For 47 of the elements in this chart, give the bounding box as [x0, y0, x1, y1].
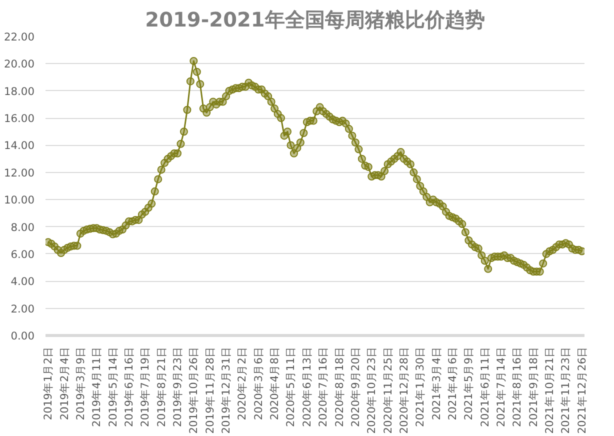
x-tick-label: 2019年6月16日: [122, 346, 136, 427]
x-tick-label: 2021年1月30日: [414, 346, 427, 427]
x-tick-label: 2019年5月14日: [106, 346, 120, 427]
y-tick-label: 4.00: [10, 275, 35, 288]
x-tick-label: 2019年10月26日: [187, 346, 200, 434]
x-tick-label: 2021年7月14日: [494, 346, 508, 427]
x-tick-label: 2020年2月2日: [236, 346, 249, 420]
y-tick-label: 20.00: [4, 58, 35, 71]
x-tick-label: 2020年9月20日: [348, 346, 362, 427]
y-tick-label: 2.00: [10, 302, 35, 316]
y-tick-label: 22.00: [4, 30, 35, 44]
x-tick-label: 2019年9月23日: [171, 346, 184, 427]
y-tick-label: 6.00: [10, 248, 35, 261]
x-tick-label: 2019年2月4日: [58, 346, 71, 420]
chart-title: 2019-2021年全国每周猪粮比价趋势: [145, 8, 485, 32]
y-tick-label: 16.00: [4, 112, 35, 126]
x-tick-label: 2021年12月26日: [575, 346, 588, 434]
x-tick-label: 2021年8月16日: [510, 346, 524, 427]
x-tick-label: 2019年11月28日: [203, 346, 216, 434]
x-tick-label: 2020年10月23日: [365, 346, 378, 434]
y-tick-label: 18.00: [4, 84, 35, 98]
x-tick-label: 2019年3月9日: [74, 346, 87, 420]
y-tick-label: 12.00: [4, 166, 35, 180]
x-tick-label: 2021年9月18日: [526, 346, 540, 427]
x-tick-label: 2020年6月13日: [300, 346, 314, 427]
x-tick-label: 2019年12月31日: [220, 346, 233, 434]
x-tick-label: 2019年1月2日: [42, 346, 55, 420]
y-tick-label: 10.00: [4, 194, 35, 207]
x-tick-label: 2020年11月25日: [381, 346, 394, 434]
x-tick-label: 2021年5月9日: [462, 346, 476, 420]
x-tick-label: 2020年5月11日: [284, 346, 298, 427]
x-tick-label: 2020年12月28日: [397, 346, 410, 434]
y-tick-label: 0.00: [10, 330, 35, 342]
x-tick-label: 2021年11月23日: [559, 346, 572, 434]
x-tick-label: 2019年7月19日: [138, 346, 152, 427]
x-tick-label: 2020年4月8日: [268, 346, 282, 420]
x-tick-label: 2019年8月21日: [154, 346, 168, 427]
x-tick-label: 2021年4月6日: [446, 346, 459, 420]
y-tick-label: 8.00: [10, 220, 35, 234]
x-tick-label: 2020年3月6日: [252, 346, 265, 420]
x-tick-label: 2019年4月11日: [90, 346, 104, 427]
x-tick-label: 2020年8月18日: [332, 346, 346, 427]
x-tick-label: 2021年6月11日: [478, 346, 492, 427]
x-tick-label: 2021年3月4日: [430, 346, 443, 420]
y-tick-label: 14.00: [4, 139, 35, 152]
x-tick-label: 2021年10月21日: [543, 346, 556, 434]
x-tick-label: 2020年7月16日: [316, 346, 330, 427]
